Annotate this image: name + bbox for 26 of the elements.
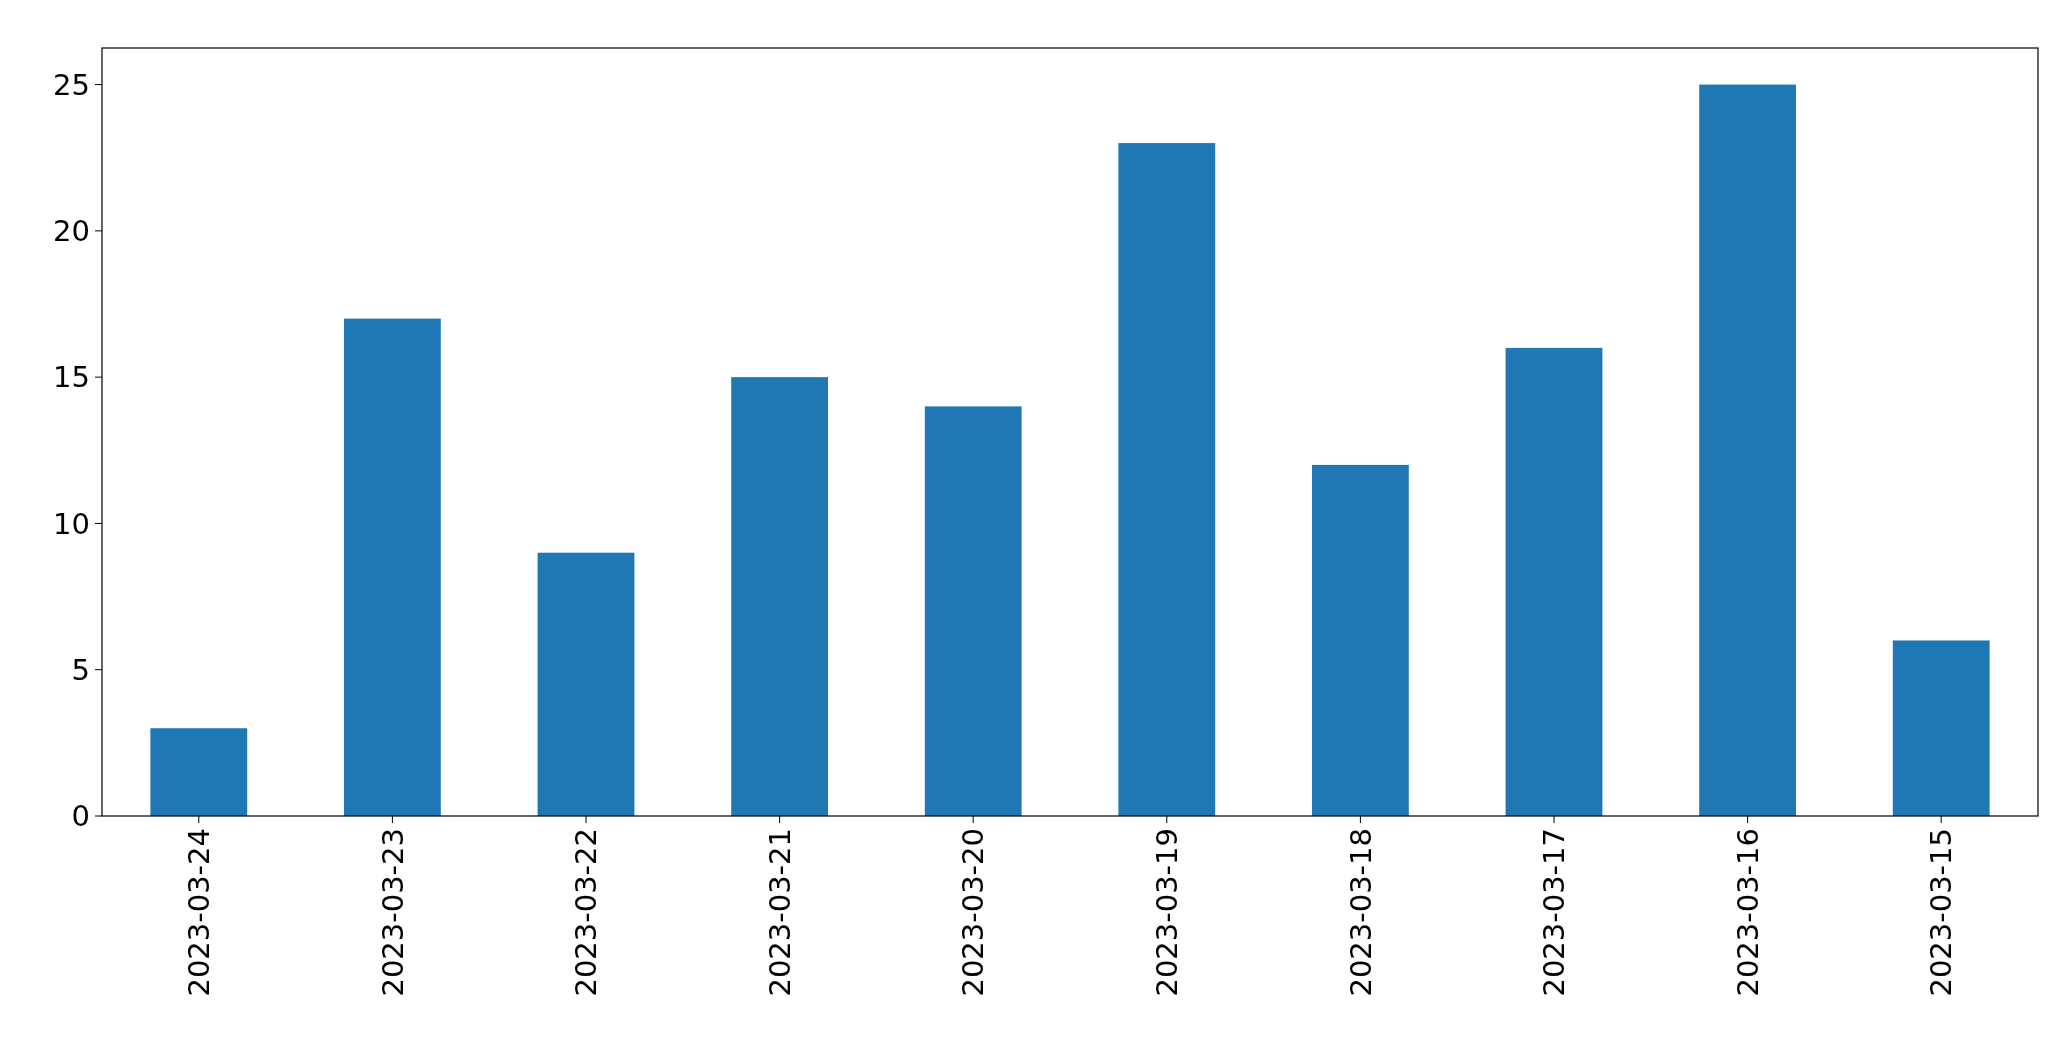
x-tick-label: 2023-03-15 [1924, 828, 1959, 997]
bar [1118, 143, 1216, 816]
bar [537, 552, 635, 816]
x-tick-label: 2023-03-23 [375, 828, 410, 997]
x-tick-label: 2023-03-16 [1730, 828, 1765, 997]
y-tick-label: 20 [53, 214, 90, 249]
x-tick-label: 2023-03-19 [1149, 828, 1184, 997]
x-tick-label: 2023-03-20 [956, 828, 991, 997]
x-tick-label: 2023-03-21 [762, 828, 797, 997]
y-tick-label: 25 [53, 67, 90, 102]
bar [1505, 347, 1603, 816]
x-tick-label: 2023-03-22 [569, 828, 604, 997]
x-tick-label: 2023-03-17 [1537, 828, 1572, 997]
bar [150, 728, 248, 816]
bar [731, 377, 828, 816]
bar [1892, 640, 1990, 816]
bar [924, 406, 1022, 816]
bar [1699, 84, 1796, 816]
y-tick-label: 5 [71, 652, 90, 687]
x-tick-label: 2023-03-24 [181, 828, 216, 997]
y-tick-label: 15 [53, 360, 90, 395]
bar [1312, 464, 1409, 816]
y-tick-label: 0 [71, 799, 90, 834]
y-tick-label: 10 [53, 506, 90, 541]
x-tick-label: 2023-03-18 [1343, 828, 1378, 997]
bar [344, 318, 441, 816]
